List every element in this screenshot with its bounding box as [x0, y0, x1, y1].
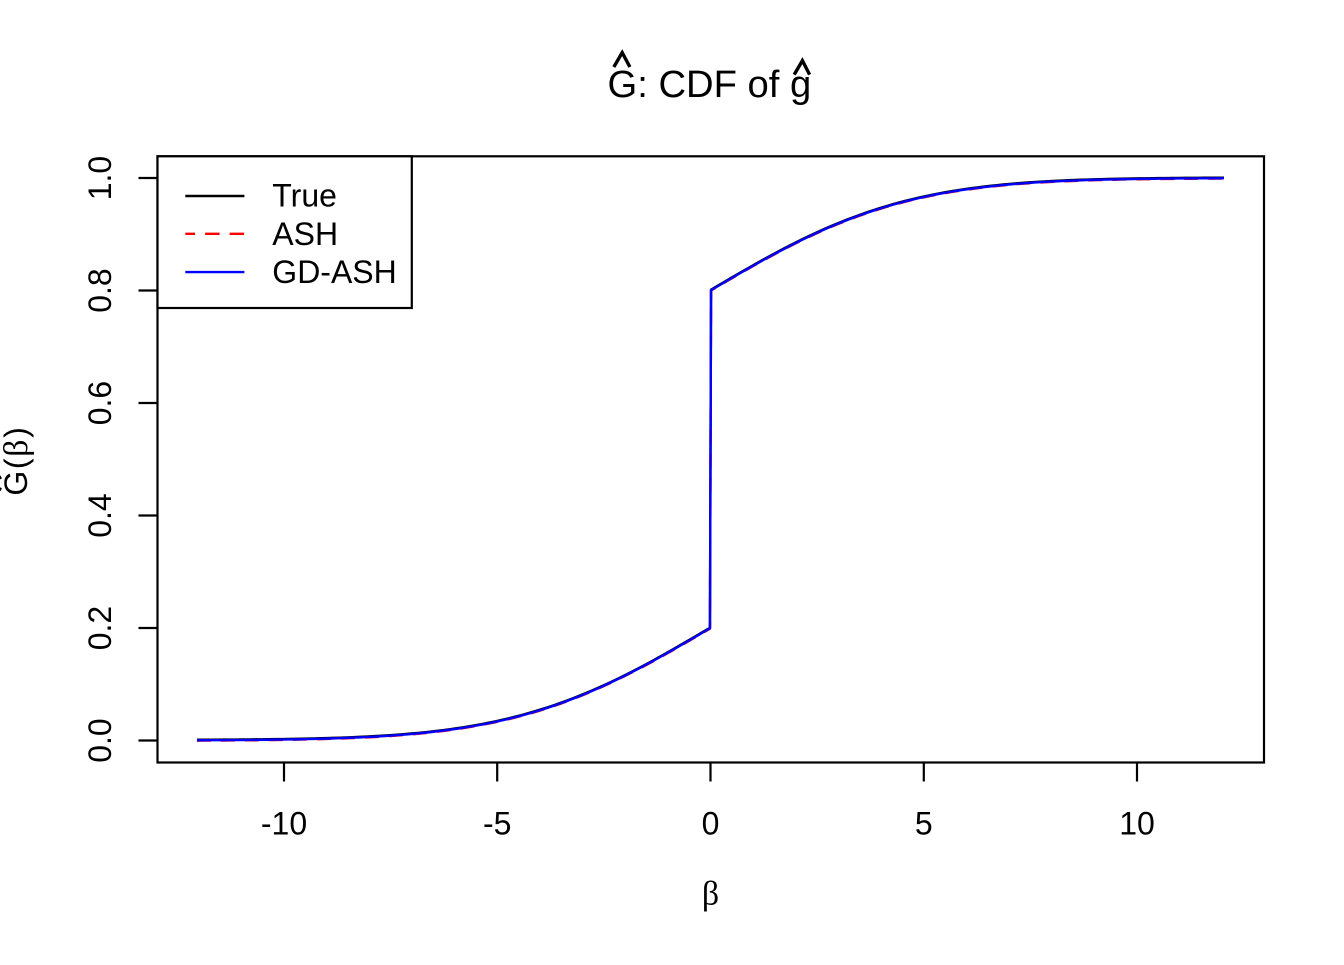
svg-text:5: 5 [915, 806, 933, 842]
svg-text:G: CDF of g: G: CDF of g [608, 63, 812, 106]
svg-text:GD-ASH: GD-ASH [272, 254, 396, 290]
svg-text:-5: -5 [483, 806, 511, 842]
svg-text:0.6: 0.6 [82, 381, 118, 425]
svg-text:10: 10 [1119, 806, 1155, 842]
svg-text:(: ( [0, 458, 34, 469]
svg-text:1.0: 1.0 [82, 156, 118, 200]
svg-text:β: β [702, 876, 719, 913]
svg-text:0.2: 0.2 [82, 606, 118, 650]
svg-text:β: β [0, 440, 35, 457]
svg-text:0: 0 [702, 806, 720, 842]
svg-text:0.0: 0.0 [82, 718, 118, 762]
svg-text:True: True [272, 178, 337, 214]
svg-text:ASH: ASH [272, 216, 338, 252]
svg-text:-10: -10 [261, 806, 307, 842]
svg-text:0.8: 0.8 [82, 268, 118, 312]
svg-text:G: G [0, 471, 34, 496]
svg-text:0.4: 0.4 [82, 493, 118, 537]
svg-text:): ) [0, 427, 34, 438]
